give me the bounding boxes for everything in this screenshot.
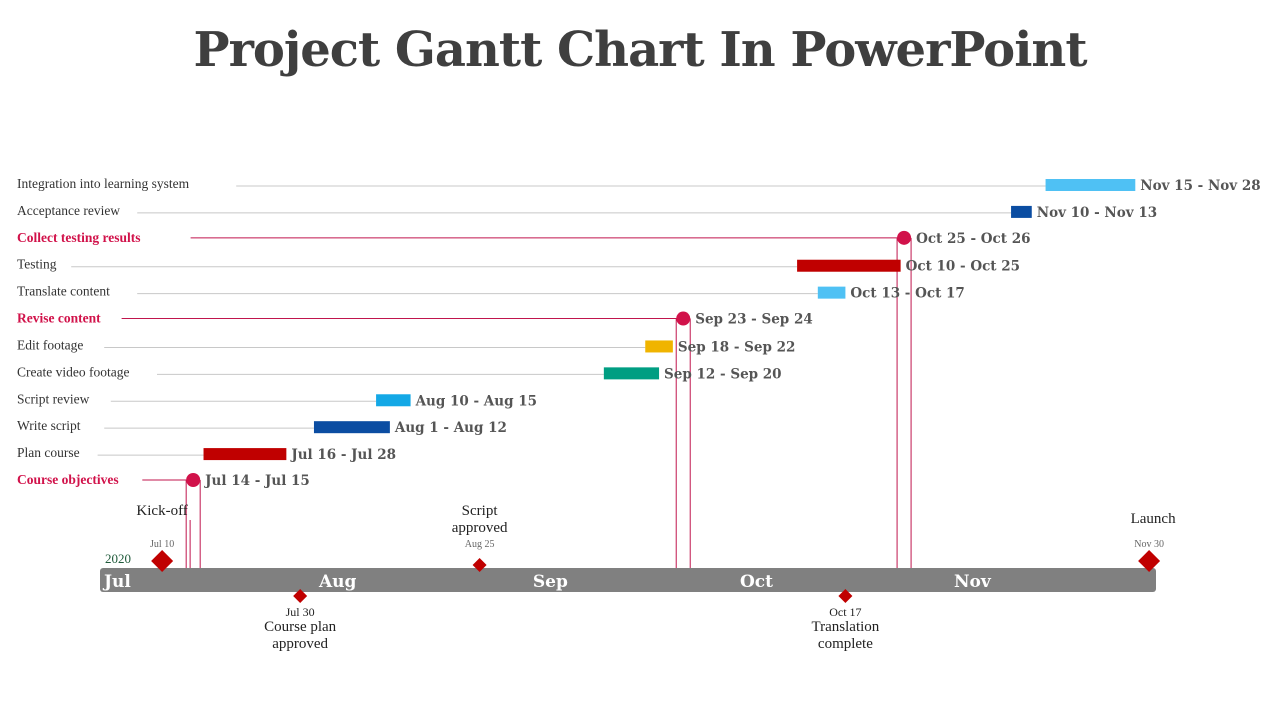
task-date-label: Oct 25 - Oct 26 [916,231,1030,247]
task-label: Acceptance review [17,203,120,218]
task-date-label: Sep 18 - Sep 22 [678,339,796,355]
milestone-date-label: Jul 30 [286,605,315,619]
month-label-jul: Jul [102,572,131,592]
month-label-nov: Nov [954,572,992,592]
task-label: Plan course [17,445,80,460]
task-label: Course objectives [17,472,119,487]
task-date-label: Oct 13 - Oct 17 [850,286,964,302]
task-date-label: Jul 16 - Jul 28 [290,447,396,463]
timeline-axis [100,568,1156,592]
milestone-marker-launch [1138,550,1161,572]
task-label: Write script [17,418,81,433]
task-date-label: Jul 14 - Jul 15 [204,473,310,489]
task-label: Revise content [17,311,101,326]
month-label-sep: Sep [533,572,568,592]
milestone-title: Script approved [452,503,508,536]
milestone-marker-course-plan-approved [293,589,308,603]
milestone-date-label: Jul 10 [150,539,174,550]
task-bar-acceptance-review [1011,205,1032,218]
task-label: Translate content [17,284,110,299]
task-milestone-dot-course-objectives [186,473,201,487]
task-date-label: Aug 10 - Aug 15 [415,393,537,409]
task-label: Integration into learning system [17,176,190,191]
task-bar-plan-course [203,448,287,461]
month-label-aug: Aug [318,572,357,592]
task-bar-integration-into-learning-system [1045,179,1136,191]
task-milestone-dot-revise-content [676,311,691,326]
task-milestone-dot-collect-testing-results [897,230,912,245]
milestone-marker-translation-complete [838,589,853,603]
task-bar-create-video-footage [603,367,660,380]
task-date-label: Nov 10 - Nov 13 [1037,205,1157,221]
month-label-oct: Oct [740,572,773,592]
task-bar-translate-content [817,286,846,299]
task-date-label: Aug 1 - Aug 12 [394,420,507,436]
milestone-date-label: Nov 30 [1134,539,1164,550]
task-bar-script-review [376,394,411,407]
task-label: Script review [17,391,90,406]
task-date-label: Sep 23 - Sep 24 [695,312,813,328]
milestone-date-label: Oct 17 [829,605,861,619]
task-date-label: Nov 15 - Nov 28 [1140,178,1260,194]
milestone-date-label: Aug 25 [465,539,495,550]
task-bar-write-script [313,421,390,434]
milestone-title: Translation complete [812,619,880,652]
task-label: Create video footage [17,364,129,379]
task-date-label: Sep 12 - Sep 20 [664,366,782,382]
task-bar-testing [797,259,901,272]
milestone-marker-kick-off [151,550,174,572]
task-date-label: Oct 10 - Oct 25 [906,259,1020,275]
milestone-title: Course plan approved [264,619,337,652]
milestone-title: Launch [1131,511,1176,527]
task-label: Edit footage [17,337,83,352]
task-label: Collect testing results [17,230,140,245]
task-bar-edit-footage [645,340,673,353]
milestone-marker-script-approved [472,558,487,572]
year-label: 2020 [105,551,131,566]
milestone-title: Kick-off [136,503,187,519]
task-label: Testing [17,257,57,272]
page-title: Project Gantt Chart In PowerPoint [193,22,1088,78]
